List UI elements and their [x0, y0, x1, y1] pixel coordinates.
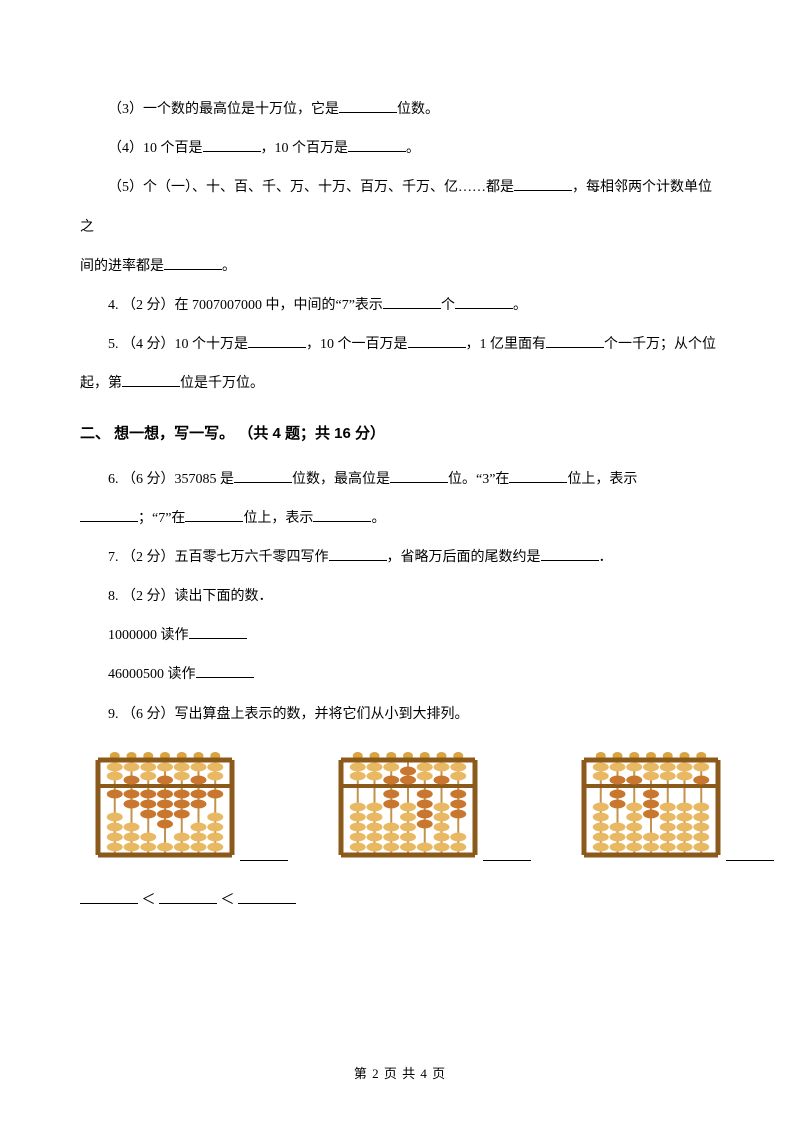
q3-4-mid: ，10 个百万是 — [261, 141, 349, 156]
blank — [248, 333, 306, 348]
q7c: ． — [599, 550, 613, 565]
blank — [80, 888, 138, 903]
q7a: 7. （2 分）五百零七万六千零四写作 — [108, 550, 329, 565]
q6f: 位上，表示 — [243, 511, 313, 526]
blank — [159, 888, 217, 903]
q3-4: （4）10 个百是 ，10 个百万是 。 — [80, 129, 720, 168]
q6-line2: ；“7”在 位上，表示 。 — [80, 499, 720, 538]
q6d: 位上，表示 — [567, 472, 637, 487]
abacus-row — [90, 746, 720, 861]
q3-5a: （5）个（一）、十、百、千、万、十万、百万、千万、亿……都是 — [108, 180, 514, 195]
q5f: 位是千万位。 — [180, 376, 264, 391]
blank — [80, 506, 138, 521]
q5-line1: 5. （4 分）10 个十万是 ，10 个一百万是 ，1 亿里面有 个一千万；从个位 — [80, 325, 720, 364]
blank — [541, 545, 599, 560]
abacus-3 — [576, 746, 726, 861]
blank — [726, 845, 774, 860]
q5a: 5. （4 分）10 个十万是 — [108, 337, 248, 352]
q8a-text: 1000000 读作 — [108, 628, 189, 643]
blank — [313, 506, 371, 521]
q9: 9. （6 分）写出算盘上表示的数，并将它们从小到大排列。 — [80, 695, 720, 734]
q3-5d: 。 — [222, 259, 236, 274]
q4c: 。 — [513, 298, 527, 313]
section-2-heading: 二、 想一想，写一写。 （共 4 题；共 16 分） — [80, 422, 720, 446]
blank — [339, 98, 397, 113]
blank — [390, 467, 448, 482]
q6-line1: 6. （6 分）357085 是 位数，最高位是 位。“3”在 位上，表示 — [80, 460, 720, 499]
q6e: ；“7”在 — [138, 511, 185, 526]
blank — [408, 333, 466, 348]
abacus-1-wrap — [90, 746, 288, 861]
blank — [509, 467, 567, 482]
q4a: 4. （2 分）在 7007007000 中，中间的“7”表示 — [108, 298, 383, 313]
q7b: ，省略万后面的尾数约是 — [387, 550, 541, 565]
blank — [348, 137, 406, 152]
q3-5-line1: （5）个（一）、十、百、千、万、十万、百万、千万、亿……都是，每相邻两个计数单位… — [80, 168, 720, 246]
blank — [203, 137, 261, 152]
abacus-2-wrap — [333, 746, 531, 861]
q6c: 位。“3”在 — [448, 472, 509, 487]
q5c: ，1 亿里面有 — [466, 337, 547, 352]
abacus-2 — [333, 746, 483, 861]
q5d: 个一千万；从个位 — [604, 337, 716, 352]
q3-3-suffix: 位数。 — [397, 102, 439, 117]
q6a: 6. （6 分）357085 是 — [108, 472, 234, 487]
lt-1: ＜ — [142, 893, 156, 908]
q4b: 个 — [441, 298, 455, 313]
q8a: 1000000 读作 — [80, 616, 720, 655]
q3-3: （3）一个数的最高位是十万位，它是 位数。 — [80, 90, 720, 129]
blank — [546, 333, 604, 348]
q3-3-prefix: （3）一个数的最高位是十万位，它是 — [108, 102, 339, 117]
blank — [164, 254, 222, 269]
abacus-1 — [90, 746, 240, 861]
q8b-text: 46000500 读作 — [108, 667, 196, 682]
lt-2: ＜ — [221, 893, 235, 908]
q5e: 起，第 — [80, 376, 122, 391]
blank — [238, 888, 296, 903]
q3-5c: 间的进率都是 — [80, 259, 164, 274]
blank — [189, 624, 247, 639]
blank — [483, 845, 531, 860]
blank — [240, 845, 288, 860]
q7: 7. （2 分）五百零七万六千零四写作 ，省略万后面的尾数约是 ． — [80, 538, 720, 577]
q8: 8. （2 分）读出下面的数． — [80, 577, 720, 616]
q5-line2: 起，第 位是千万位。 — [80, 364, 720, 403]
page-content: （3）一个数的最高位是十万位，它是位数。 （4）10 个百是，10 个百万是。 … — [0, 0, 800, 919]
q3-4-suffix: 。 — [406, 141, 420, 156]
q5b: ，10 个一百万是 — [306, 337, 408, 352]
q8b: 46000500 读作 — [80, 655, 720, 694]
q6g: 。 — [371, 511, 385, 526]
blank — [514, 176, 572, 191]
page-footer: 第 2 页 共 4 页 — [0, 1063, 800, 1082]
blank — [185, 506, 243, 521]
blank — [196, 663, 254, 678]
blank — [329, 545, 387, 560]
compare-line: ＜ ＜ — [80, 883, 720, 919]
abacus-3-wrap — [576, 746, 774, 861]
q4: 4. （2 分）在 7007007000 中，中间的“7”表示 个 。 — [80, 286, 720, 325]
blank — [234, 467, 292, 482]
blank — [383, 294, 441, 309]
blank — [455, 294, 513, 309]
q3-4-prefix: （4）10 个百是 — [108, 141, 203, 156]
q6b: 位数，最高位是 — [292, 472, 390, 487]
blank — [122, 372, 180, 387]
q3-5-line2: 间的进率都是 。 — [80, 247, 720, 286]
